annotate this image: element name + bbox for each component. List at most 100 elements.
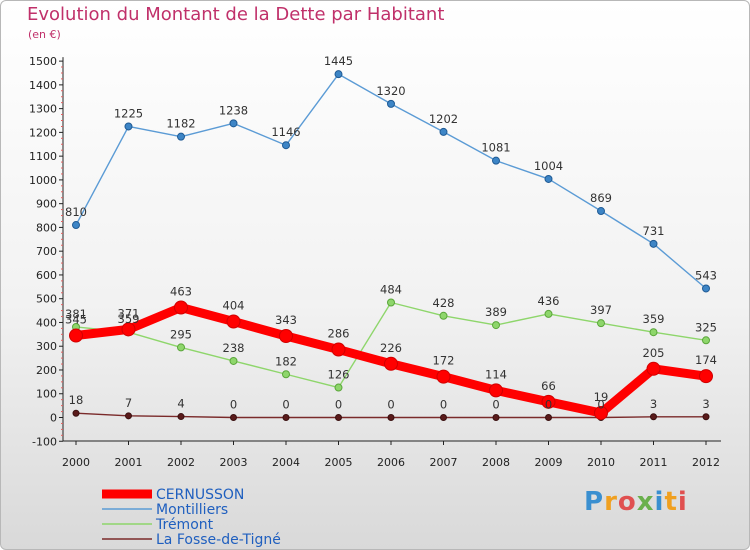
y-tick-label: 600 — [36, 269, 57, 282]
data-point — [177, 413, 185, 421]
data-point — [230, 414, 237, 421]
data-point — [646, 361, 661, 376]
data-point — [384, 356, 398, 371]
x-tick-label: 2000 — [62, 456, 90, 469]
data-point — [387, 99, 395, 108]
data-point — [440, 414, 447, 421]
data-point — [439, 311, 448, 320]
logo-letter: t — [664, 487, 678, 517]
data-point — [72, 221, 80, 230]
data-label: 1081 — [481, 141, 510, 155]
y-tick-label: 1400 — [29, 79, 57, 92]
data-label: 126 — [328, 368, 350, 382]
data-label: 205 — [643, 346, 665, 360]
data-point — [650, 413, 657, 421]
data-point — [226, 314, 241, 329]
data-label: 463 — [170, 284, 192, 298]
data-point — [544, 174, 553, 183]
data-point — [334, 70, 343, 79]
data-label: 543 — [695, 268, 717, 282]
x-tick-label: 2012 — [692, 456, 720, 469]
data-point — [702, 413, 710, 421]
y-tick-label: 300 — [36, 340, 57, 353]
data-label: 66 — [541, 379, 556, 393]
data-point — [387, 298, 395, 307]
data-label: 1202 — [429, 112, 458, 126]
data-label: 810 — [65, 205, 87, 219]
data-point — [702, 284, 710, 293]
data-label: 0 — [282, 398, 289, 412]
logo-letter: o — [617, 487, 637, 517]
data-label: 1238 — [219, 103, 248, 117]
data-point — [439, 127, 448, 136]
data-label: 1445 — [324, 54, 353, 68]
data-label: 731 — [643, 224, 665, 238]
logo-letter: P — [584, 487, 605, 517]
data-label: 325 — [695, 320, 717, 334]
data-point — [282, 141, 290, 150]
y-tick-label: 400 — [36, 316, 57, 329]
data-point — [121, 322, 136, 337]
y-tick-label: 100 — [36, 388, 57, 401]
data-point — [72, 409, 80, 417]
data-point — [597, 319, 605, 328]
data-label: 182 — [275, 354, 297, 368]
data-point — [177, 343, 185, 352]
y-tick-label: 1000 — [29, 174, 57, 187]
data-point — [492, 156, 500, 165]
data-label: 0 — [597, 398, 604, 412]
legend-label: La Fosse-de-Tigné — [156, 532, 281, 548]
data-label: 3 — [702, 397, 709, 411]
data-label: 359 — [118, 312, 140, 326]
data-label: 359 — [643, 312, 665, 326]
data-label: 7 — [125, 396, 132, 410]
data-point — [124, 122, 133, 131]
data-label: 1320 — [376, 84, 405, 98]
data-point — [229, 119, 238, 128]
legend-label: CERNUSSON — [156, 487, 244, 503]
data-label: 869 — [590, 191, 612, 205]
data-label: 0 — [335, 398, 342, 412]
logo-letter: i — [654, 487, 665, 517]
data-label: 343 — [275, 313, 297, 327]
data-label: 286 — [328, 327, 350, 341]
data-point — [489, 383, 503, 398]
x-tick-label: 2005 — [325, 456, 353, 469]
x-tick-label: 2008 — [482, 456, 510, 469]
data-label: 172 — [433, 354, 455, 368]
legend-label: Trémont — [155, 517, 214, 533]
data-point — [492, 414, 500, 421]
data-point — [387, 414, 395, 421]
y-tick-label: 0 — [50, 412, 57, 425]
data-label: 19 — [594, 390, 609, 404]
data-point — [282, 370, 290, 379]
data-point — [335, 414, 342, 421]
y-tick-label: 1200 — [29, 126, 57, 139]
x-tick-label: 2004 — [272, 456, 300, 469]
data-label: 381 — [65, 307, 87, 321]
y-tick-label: 200 — [36, 364, 57, 377]
data-point — [594, 405, 608, 420]
x-tick-label: 2002 — [167, 456, 195, 469]
data-label: 404 — [223, 299, 245, 313]
data-label: 174 — [695, 353, 717, 367]
data-point — [545, 414, 552, 421]
x-tick-label: 2010 — [587, 456, 615, 469]
data-label: 0 — [387, 398, 394, 412]
data-point — [597, 207, 605, 216]
x-tick-label: 2003 — [220, 456, 248, 469]
data-label: 3 — [650, 397, 657, 411]
data-point — [69, 328, 83, 343]
y-tick-label: 1100 — [29, 150, 57, 163]
data-label: 1182 — [166, 117, 195, 131]
data-label: 4 — [177, 397, 184, 411]
y-tick-label: 900 — [36, 198, 57, 211]
data-point — [334, 383, 343, 392]
y-tick-label: 800 — [36, 221, 57, 234]
data-label: 226 — [380, 341, 402, 355]
data-point — [649, 328, 658, 337]
data-label: 371 — [118, 306, 140, 320]
data-point — [492, 321, 500, 330]
data-label: 0 — [492, 398, 499, 412]
